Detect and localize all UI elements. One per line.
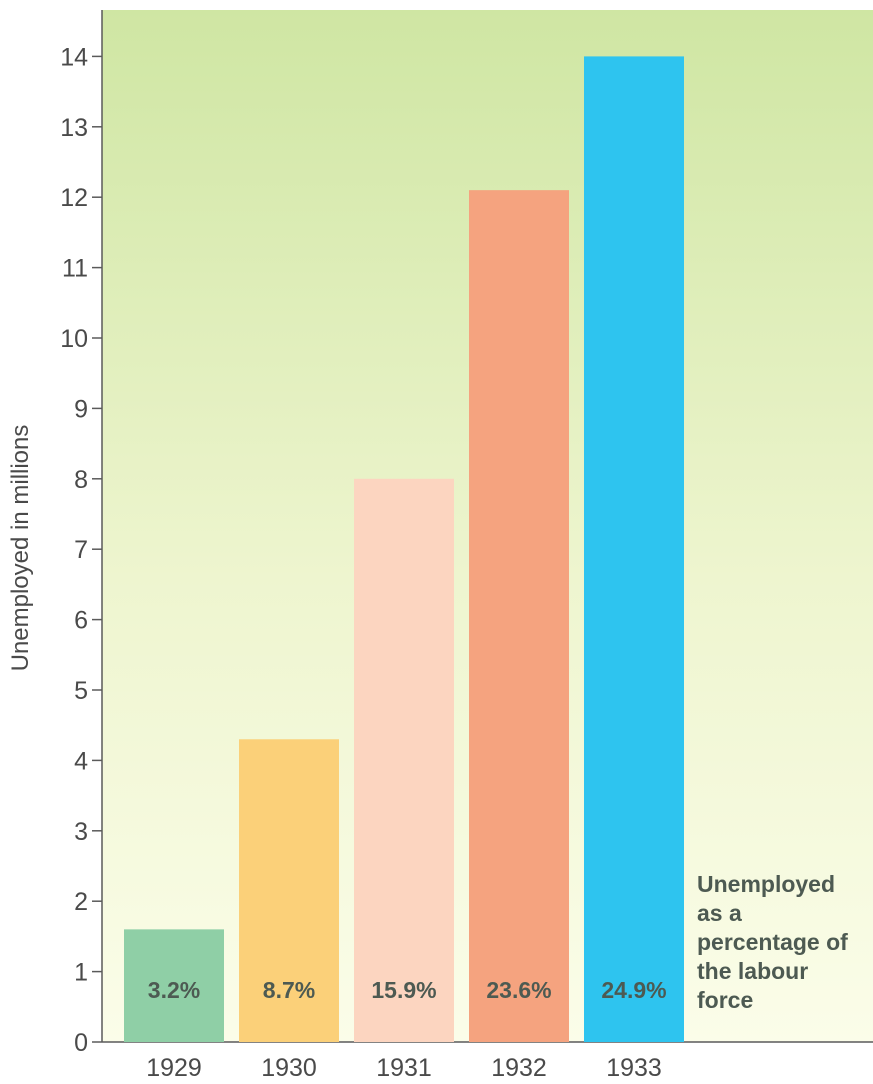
bar-1933 — [584, 56, 684, 1042]
x-tick-label-1932: 1932 — [491, 1054, 547, 1082]
y-tick-label: 12 — [60, 184, 88, 212]
y-axis-title: Unemployed in millions — [7, 425, 34, 672]
percentage-annotation: Unemployed as a percentage of the labour for… — [697, 871, 848, 1013]
y-tick-label: 2 — [74, 888, 88, 916]
y-tick-label: 9 — [74, 395, 88, 423]
bar-1932 — [469, 190, 569, 1042]
y-tick-label: 8 — [74, 466, 88, 494]
annotation-line: as a — [697, 900, 742, 926]
bar-label-1930: 8.7% — [263, 977, 315, 1003]
bar-label-1933: 24.9% — [601, 977, 666, 1003]
y-tick-label: 10 — [60, 325, 88, 353]
annotation-line: force — [697, 987, 753, 1013]
bar-label-1931: 15.9% — [371, 977, 436, 1003]
y-tick-label: 11 — [62, 255, 88, 283]
bar-1930 — [239, 739, 339, 1042]
annotation-line: the labour — [697, 958, 808, 984]
y-tick-label: 3 — [74, 818, 88, 846]
x-axis-labels: 1929 1930 1931 1932 1933 — [146, 1054, 662, 1082]
y-tick-label: 6 — [74, 607, 88, 635]
annotation-line: Unemployed — [697, 871, 835, 897]
annotation-line: percentage of — [697, 929, 848, 955]
x-tick-label-1931: 1931 — [376, 1054, 432, 1082]
y-tick-label: 5 — [74, 677, 88, 705]
bar-label-1932: 23.6% — [486, 977, 551, 1003]
x-tick-label-1929: 1929 — [146, 1054, 202, 1082]
y-tick-label: 7 — [74, 536, 88, 564]
y-tick-label: 0 — [74, 1029, 88, 1057]
y-tick-label: 13 — [60, 114, 88, 142]
bar-1931 — [354, 478, 454, 1042]
y-tick-label: 1 — [74, 959, 88, 987]
bar-1929 — [124, 929, 224, 1042]
x-tick-label-1933: 1933 — [606, 1054, 662, 1082]
y-tick-label: 4 — [74, 747, 88, 775]
bar-label-1929: 3.2% — [148, 977, 200, 1003]
x-tick-label-1930: 1930 — [261, 1054, 317, 1082]
bars: 3.2% 8.7% 15.9% 23.6% 24.9% — [124, 56, 684, 1042]
y-tick-label: 14 — [60, 43, 88, 71]
